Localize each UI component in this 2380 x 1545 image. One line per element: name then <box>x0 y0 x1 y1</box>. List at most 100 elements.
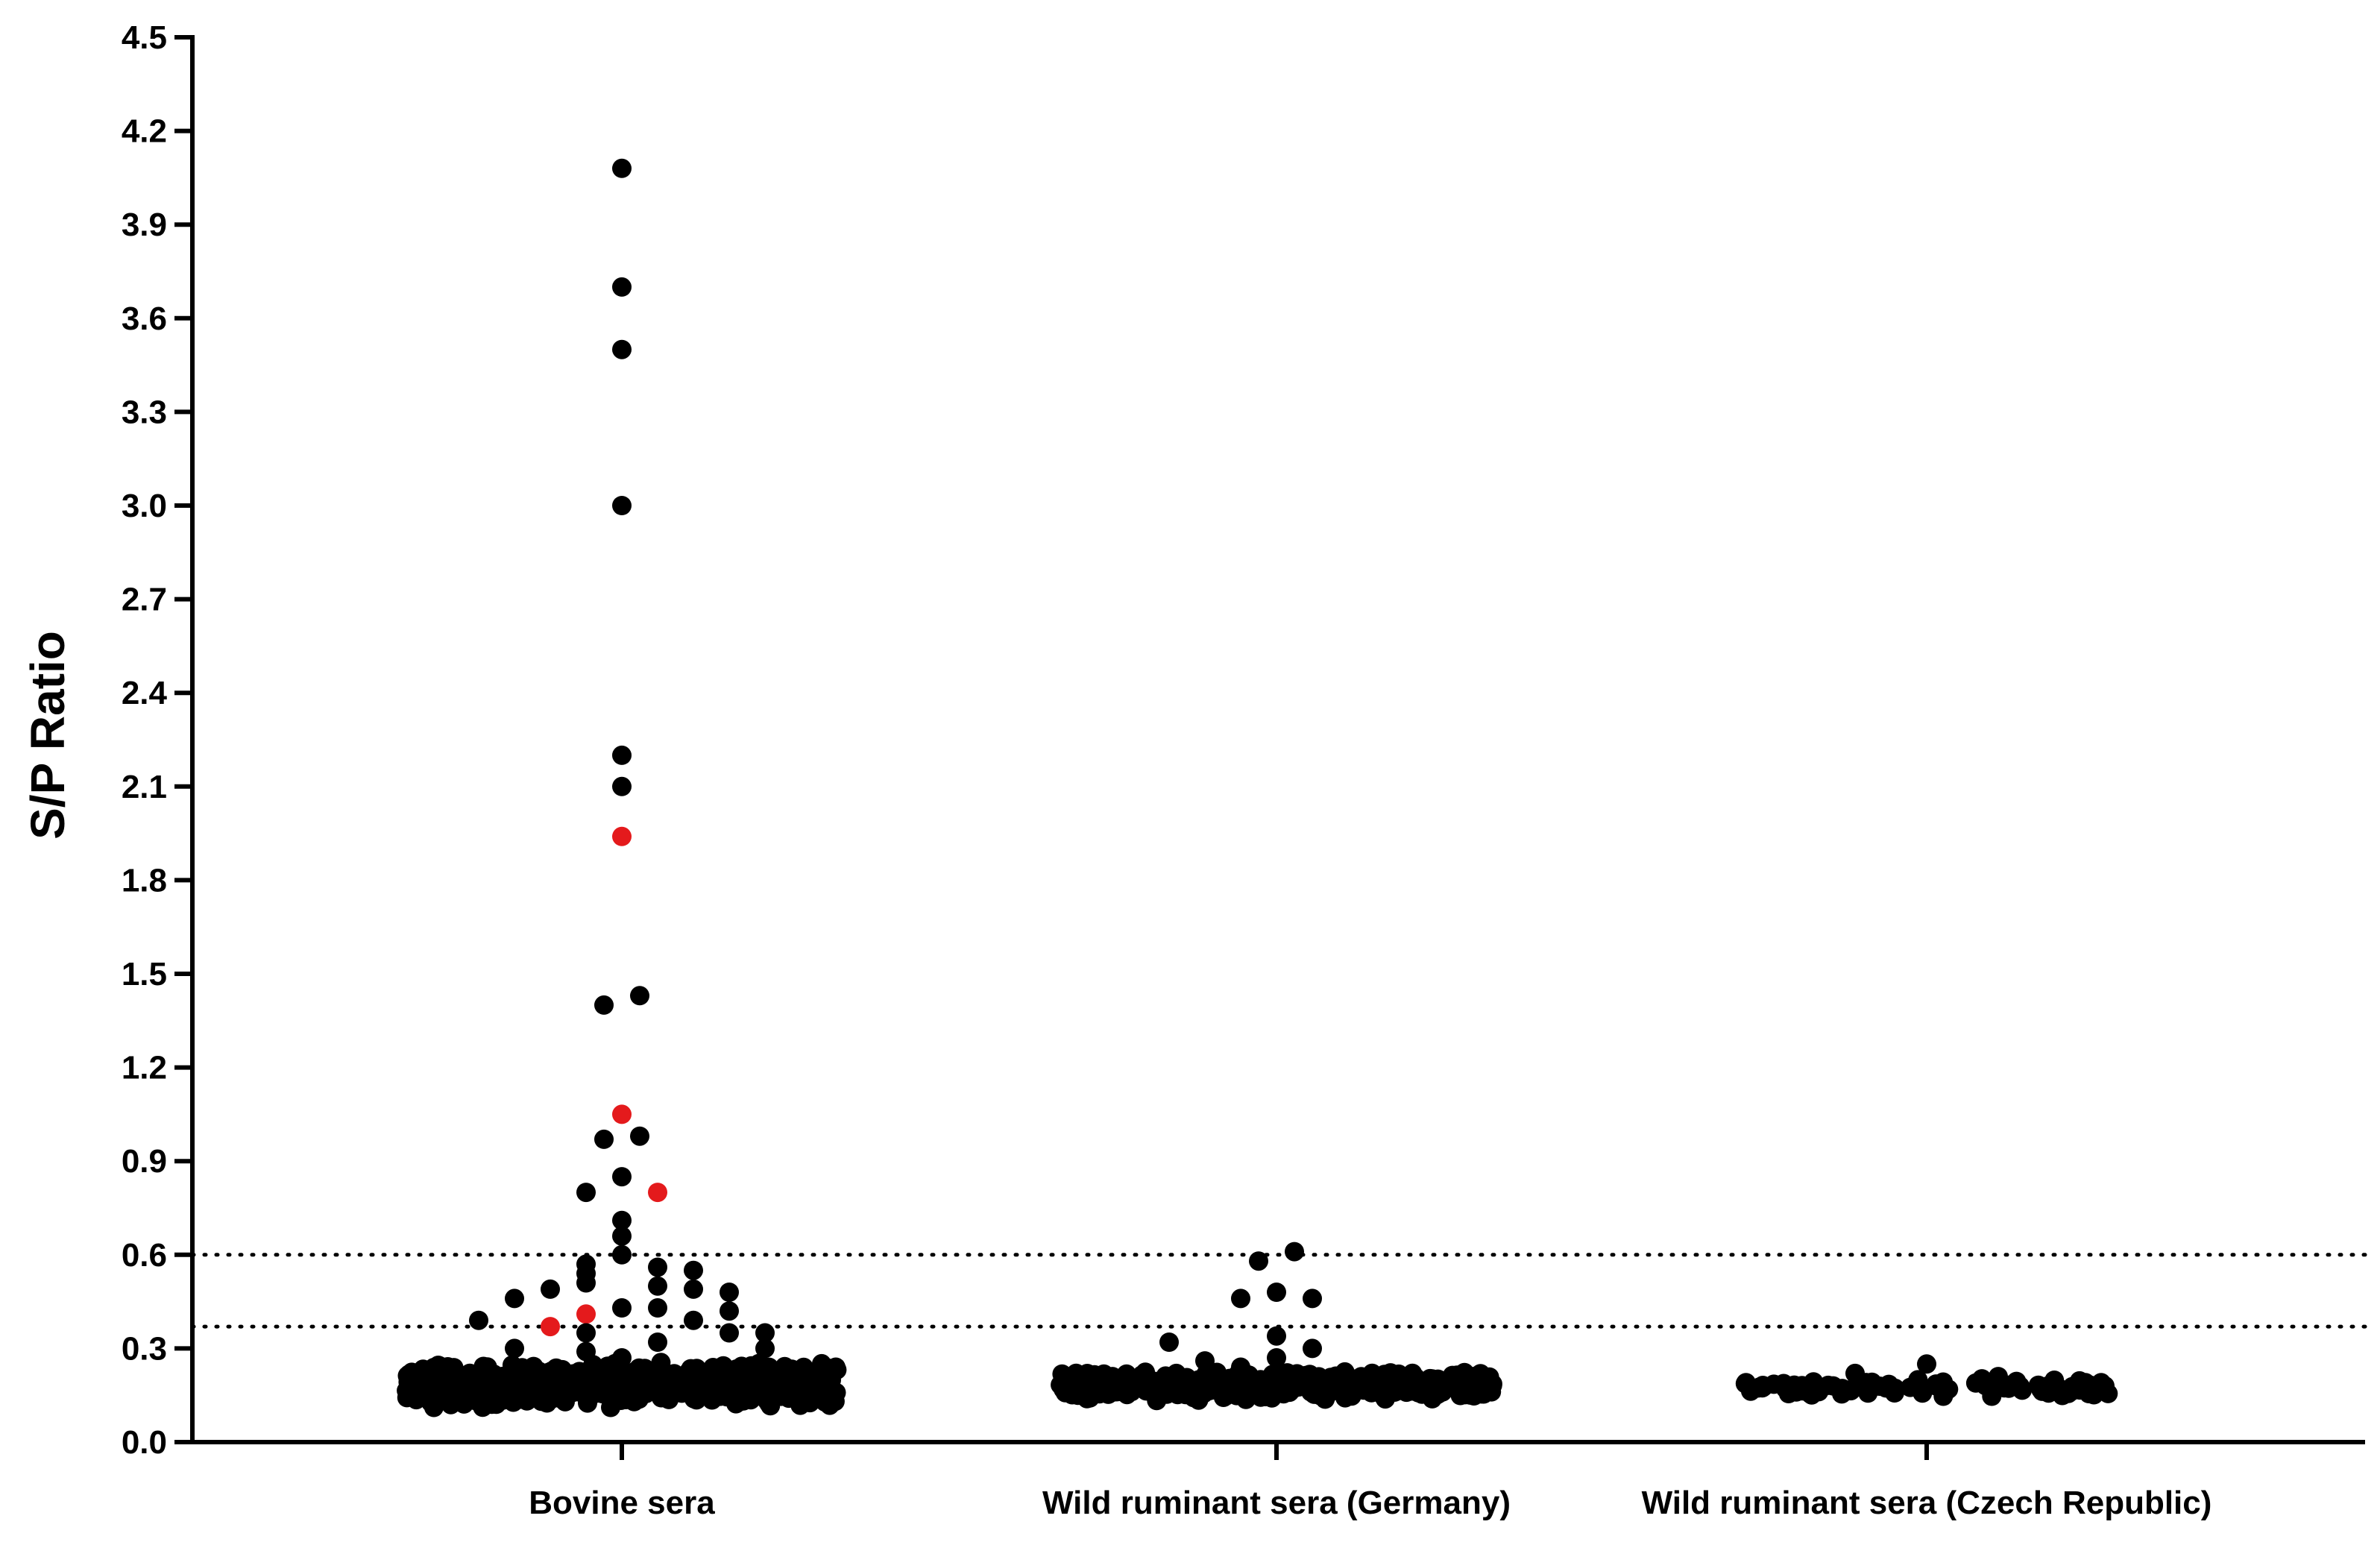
data-point <box>576 1273 596 1293</box>
data-point <box>1792 1381 1813 1401</box>
data-point <box>648 1332 667 1352</box>
data-points <box>397 158 2118 1417</box>
data-point <box>594 1129 614 1149</box>
y-tick-label: 3.0 <box>122 488 167 524</box>
data-point <box>476 1367 496 1387</box>
data-point <box>397 1366 418 1385</box>
y-tick-label: 3.3 <box>122 394 167 430</box>
data-point <box>2044 1371 2065 1390</box>
data-point <box>656 1377 676 1397</box>
data-point <box>684 1279 703 1299</box>
data-point <box>544 1367 564 1386</box>
data-point <box>612 1226 632 1246</box>
data-point <box>1267 1326 1286 1346</box>
data-point <box>1276 1373 1297 1393</box>
data-point <box>808 1388 828 1409</box>
y-tick-label: 0.0 <box>122 1424 167 1461</box>
data-point <box>2088 1380 2109 1400</box>
data-point <box>1845 1363 1865 1383</box>
data-point <box>1809 1382 1829 1402</box>
data-point <box>412 1379 432 1400</box>
data-point <box>1249 1251 1268 1271</box>
data-point <box>1402 1381 1422 1401</box>
data-point <box>469 1310 488 1330</box>
data-point <box>576 1341 596 1362</box>
data-point <box>1417 1375 1437 1395</box>
data-point <box>1254 1378 1274 1398</box>
data-point <box>684 1260 703 1280</box>
y-tick-label: 2.1 <box>122 769 167 805</box>
axes <box>190 35 2365 1444</box>
data-point <box>1885 1378 1905 1398</box>
data-point <box>720 1323 739 1343</box>
data-point <box>739 1365 759 1385</box>
data-point <box>755 1338 775 1359</box>
y-tick-label: 2.4 <box>122 675 168 711</box>
data-point <box>517 1384 537 1404</box>
data-point <box>576 1183 596 1203</box>
data-point <box>684 1310 703 1330</box>
data-point <box>1191 1381 1212 1401</box>
data-point <box>1989 1367 2008 1387</box>
data-point <box>1231 1288 1250 1309</box>
data-point <box>720 1283 739 1302</box>
data-point <box>612 1348 632 1368</box>
data-point <box>1159 1332 1179 1352</box>
y-tick-label: 1.8 <box>122 862 167 899</box>
data-point <box>1481 1381 1501 1401</box>
data-point <box>424 1358 444 1377</box>
data-point <box>703 1362 723 1382</box>
y-tick-label: 3.6 <box>122 300 167 337</box>
data-point <box>2062 1381 2082 1401</box>
y-tick-label: 2.7 <box>122 582 167 618</box>
data-point <box>790 1395 810 1415</box>
data-point <box>612 745 632 765</box>
x-tick-label: Bovine sera <box>529 1485 715 1521</box>
data-point <box>576 1323 596 1343</box>
data-point <box>754 1371 774 1391</box>
data-point <box>630 986 649 1006</box>
y-tick-label: 0.9 <box>122 1143 167 1180</box>
y-tick-label: 4.2 <box>122 113 167 150</box>
y-tick-label: 4.5 <box>122 19 167 56</box>
data-point-highlighted <box>612 826 632 846</box>
data-point-highlighted <box>612 1104 632 1124</box>
data-point <box>1303 1288 1322 1309</box>
y-tick-label: 0.3 <box>122 1330 167 1367</box>
data-point <box>1285 1242 1304 1262</box>
data-point <box>612 1167 632 1187</box>
y-axis-ticks: 0.0 0.3 0.6 0.9 1.2 1.5 1.8 2.1 2.4 2.7 3.0 3.3 3.6 3… <box>122 19 192 1461</box>
data-point <box>630 1126 649 1146</box>
data-point <box>648 1276 667 1296</box>
data-point <box>612 776 632 796</box>
data-point-highlighted <box>648 1183 667 1203</box>
data-point <box>1051 1376 1071 1396</box>
data-point <box>633 1378 653 1398</box>
data-point <box>612 1298 632 1318</box>
data-point <box>1371 1383 1391 1403</box>
data-point <box>648 1257 667 1277</box>
y-tick-label: 1.2 <box>122 1050 167 1086</box>
data-point <box>1917 1354 1936 1374</box>
data-point <box>505 1338 524 1359</box>
data-point <box>678 1376 698 1396</box>
data-point <box>612 339 632 359</box>
data-point <box>1231 1357 1250 1377</box>
x-tick-label: Wild ruminant sera (Germany) <box>1042 1485 1511 1521</box>
data-point <box>1315 1371 1335 1391</box>
data-point <box>1195 1351 1215 1371</box>
data-point <box>1939 1379 1959 1400</box>
data-point <box>612 158 632 178</box>
y-axis-title: S/P Ratio <box>21 631 75 840</box>
data-point <box>1835 1381 1855 1401</box>
x-tick-label: Wild ruminant sera (Czech Republic) <box>1642 1485 2212 1521</box>
data-point <box>1267 1348 1286 1368</box>
data-point <box>1227 1385 1247 1405</box>
data-point <box>782 1367 802 1386</box>
data-point <box>775 1382 796 1403</box>
x-axis-ticks: Bovine sera Wild ruminant sera (Germany) W… <box>529 1442 2211 1521</box>
data-point <box>462 1380 482 1400</box>
data-point-highlighted <box>541 1317 560 1337</box>
data-point <box>720 1301 739 1321</box>
